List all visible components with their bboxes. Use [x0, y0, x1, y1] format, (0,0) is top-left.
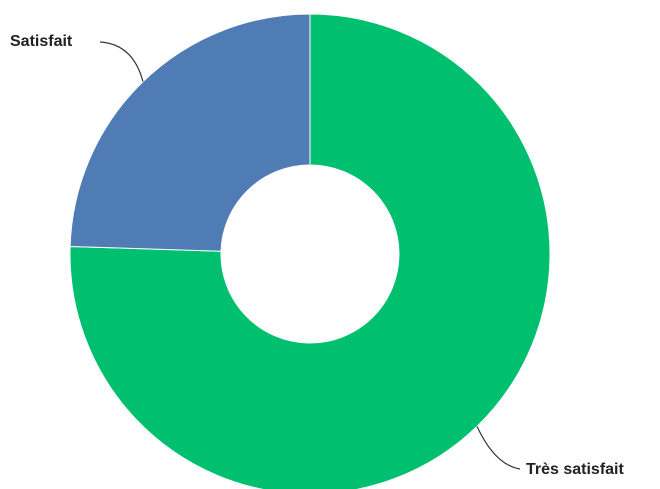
chart-leader-lines: [99, 41, 521, 470]
chart-labels: Très satisfait Satisfait: [10, 33, 625, 478]
label-tres-satisfait: Très satisfait: [526, 461, 625, 478]
chart-slices: [69, 13, 551, 489]
leader-line-tres-satisfait: [476, 426, 521, 470]
slice-tres-satisfait: [69, 13, 551, 489]
slice-satisfait: [69, 13, 311, 252]
label-satisfait: Satisfait: [10, 33, 73, 50]
leader-line-satisfait: [99, 41, 144, 82]
